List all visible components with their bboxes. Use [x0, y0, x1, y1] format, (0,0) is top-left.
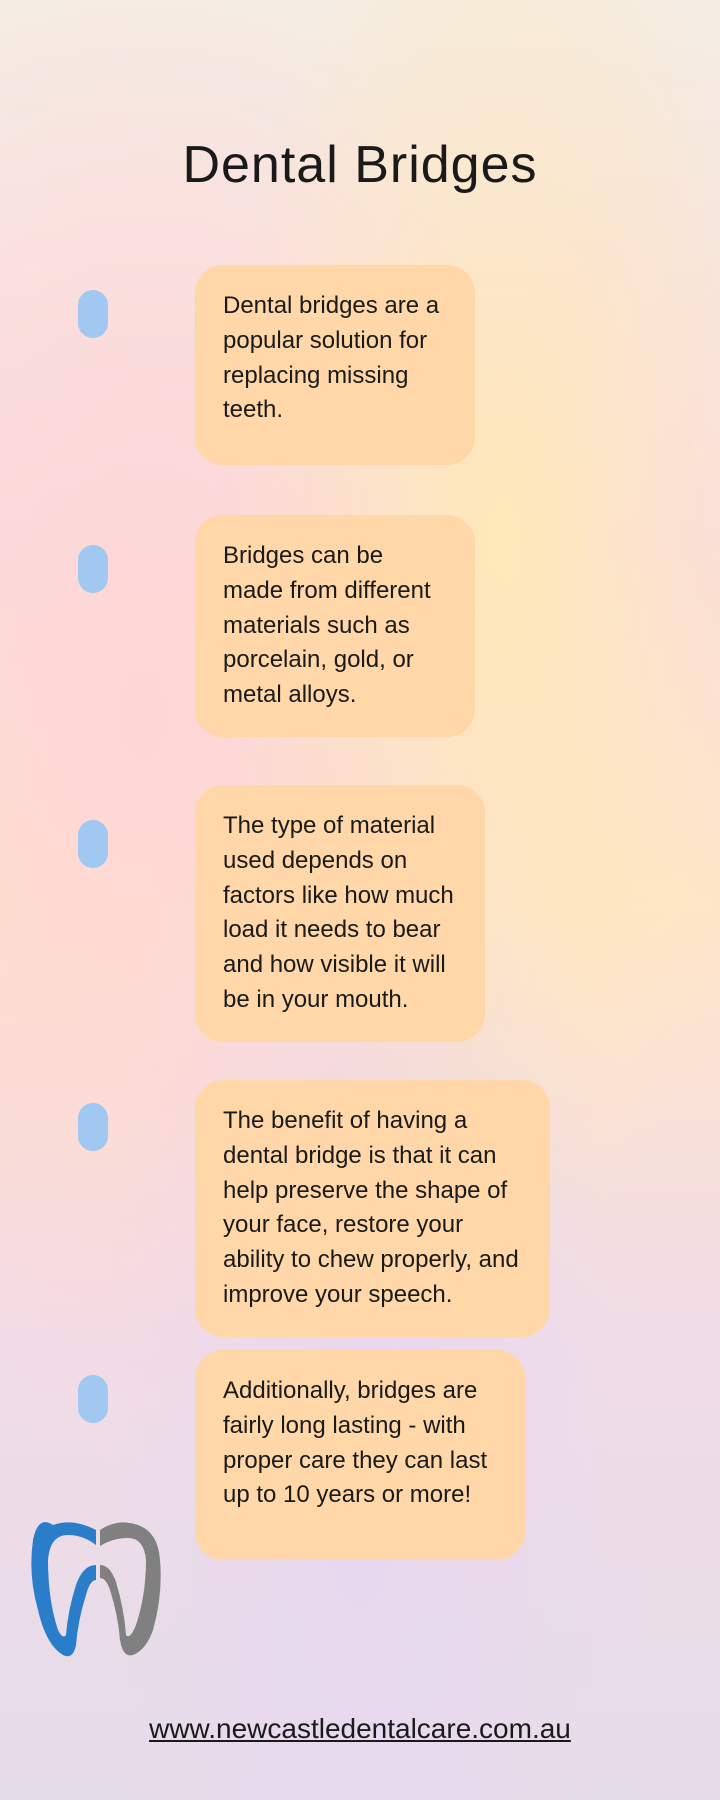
info-card: Dental bridges are a popular solution fo…	[195, 265, 475, 465]
footer-url[interactable]: www.newcastledentalcare.com.au	[0, 1713, 720, 1745]
timeline-marker	[78, 1103, 108, 1151]
card-text: Additionally, bridges are fairly long la…	[223, 1377, 487, 1508]
timeline-marker	[78, 290, 108, 338]
tooth-logo-icon	[18, 1490, 178, 1670]
card-text: Dental bridges are a popular solution fo…	[223, 292, 439, 423]
info-card: The type of material used depends on fac…	[195, 785, 485, 1042]
timeline-marker	[78, 1375, 108, 1423]
timeline-marker	[78, 545, 108, 593]
tooth-inner-path	[100, 1522, 161, 1655]
card-text: The type of material used depends on fac…	[223, 812, 454, 1013]
tooth-outer-path	[31, 1522, 96, 1656]
info-card: Additionally, bridges are fairly long la…	[195, 1350, 525, 1560]
info-card: Bridges can be made from different mater…	[195, 515, 475, 737]
page-title: Dental Bridges	[0, 0, 720, 195]
card-text: Bridges can be made from different mater…	[223, 542, 431, 708]
timeline-marker	[78, 820, 108, 868]
card-text: The benefit of having a dental bridge is…	[223, 1107, 519, 1308]
info-card: The benefit of having a dental bridge is…	[195, 1080, 550, 1337]
